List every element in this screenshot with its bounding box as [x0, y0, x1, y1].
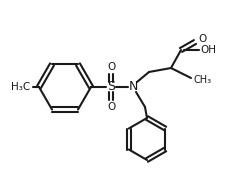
- Text: N: N: [128, 80, 138, 94]
- Text: O: O: [198, 34, 206, 44]
- Text: OH: OH: [200, 45, 216, 55]
- Text: S: S: [107, 80, 115, 94]
- Text: CH₃: CH₃: [193, 75, 211, 85]
- Text: H₃C: H₃C: [11, 82, 30, 92]
- Text: O: O: [107, 102, 115, 112]
- Text: O: O: [107, 62, 115, 72]
